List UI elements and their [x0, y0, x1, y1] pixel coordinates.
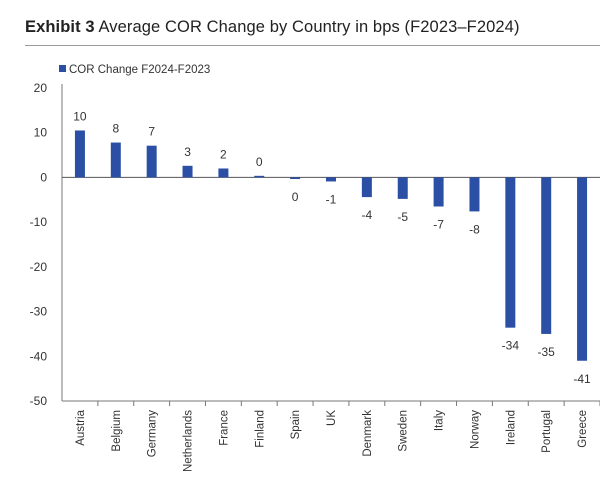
x-tick-label-austria: Austria	[75, 409, 87, 445]
bar-italy	[433, 177, 444, 207]
data-label-netherlands: 3	[184, 145, 191, 159]
bar-ireland	[505, 177, 516, 328]
data-label-ireland: -34	[502, 339, 520, 353]
x-tick-label-belgium: Belgium	[111, 410, 123, 452]
x-tick-label-ireland: Ireland	[505, 410, 517, 445]
x-tick-label-spain: Spain	[290, 410, 302, 439]
bar-norway	[469, 177, 480, 212]
x-tick-label-netherlands: Netherlands	[183, 410, 195, 472]
y-tick-label: -50	[30, 394, 48, 408]
y-tick-label: 0	[40, 170, 47, 184]
data-label-greece: -41	[573, 372, 591, 386]
bar-denmark	[361, 177, 372, 198]
data-label-belgium: 8	[112, 122, 119, 136]
bar-belgium	[110, 142, 121, 178]
data-label-france: 2	[220, 147, 227, 161]
legend-swatch	[59, 65, 66, 72]
bar-sweden	[397, 177, 408, 199]
y-tick-label: -40	[30, 349, 48, 363]
bar-uk	[326, 177, 336, 182]
title-text: Average COR Change by Country in bps (F2…	[98, 18, 520, 36]
bar-portugal	[541, 177, 552, 334]
x-tick-label-uk: UK	[326, 410, 338, 426]
legend-label: COR Change F2024-F2023	[69, 64, 210, 76]
bar-finland	[254, 175, 265, 178]
data-label-germany: 7	[148, 125, 155, 139]
x-tick-label-france: France	[218, 410, 230, 446]
bar-greece	[577, 177, 588, 361]
x-tick-label-italy: Italy	[434, 410, 446, 431]
data-label-spain: 0	[292, 190, 299, 204]
data-label-portugal: -35	[538, 345, 556, 359]
y-tick-label: -10	[30, 215, 48, 229]
bar-netherlands	[182, 165, 193, 178]
data-label-uk: -1	[326, 192, 337, 206]
data-label-sweden: -5	[397, 210, 408, 224]
x-tick-label-sweden: Sweden	[398, 410, 410, 452]
y-tick-label: -30	[30, 305, 48, 319]
data-label-italy: -7	[433, 217, 444, 231]
y-tick-label: -20	[30, 260, 48, 274]
x-tick-label-denmark: Denmark	[362, 410, 374, 457]
x-tick-label-greece: Greece	[577, 410, 589, 448]
title-divider	[25, 45, 600, 46]
exhibit-label: Exhibit 3	[25, 18, 95, 36]
y-tick-label: 20	[34, 81, 48, 95]
y-tick-label: 10	[34, 126, 48, 140]
data-label-finland: 0	[256, 155, 263, 169]
bar-spain	[290, 177, 301, 180]
chart-title: Exhibit 3 Average COR Change by Country …	[25, 18, 520, 37]
bar-france	[218, 168, 229, 178]
bar-austria	[74, 130, 85, 178]
data-label-austria: 10	[73, 109, 87, 123]
x-tick-label-norway: Norway	[469, 410, 481, 449]
x-tick-label-finland: Finland	[254, 410, 266, 448]
x-tick-label-portugal: Portugal	[541, 410, 553, 453]
data-label-denmark: -4	[362, 208, 373, 222]
data-label-norway: -8	[469, 222, 480, 236]
bar-germany	[146, 145, 157, 178]
x-tick-label-germany: Germany	[147, 410, 159, 458]
